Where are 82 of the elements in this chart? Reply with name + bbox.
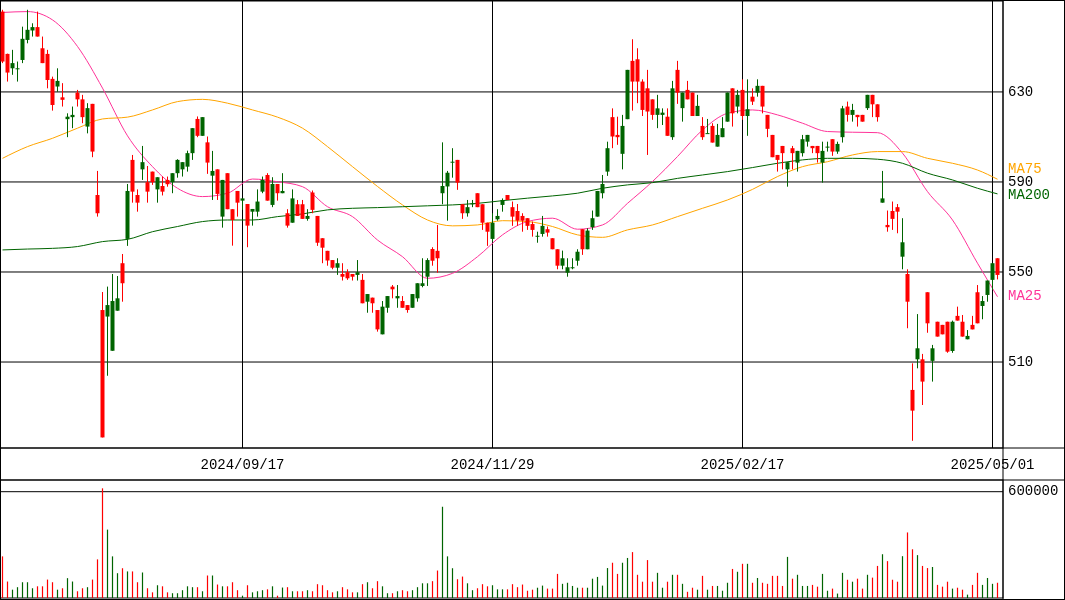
candlestick — [425, 257, 430, 287]
candlestick — [555, 248, 560, 270]
candlestick — [895, 203, 900, 234]
candlestick — [205, 136, 210, 175]
candlestick — [760, 85, 765, 114]
candlestick — [825, 141, 830, 153]
candlestick — [700, 116, 705, 141]
candlestick — [270, 176, 275, 208]
candlestick — [990, 262, 995, 291]
candlestick — [145, 165, 150, 204]
candlestick — [185, 150, 190, 173]
candlestick — [710, 122, 715, 144]
candlestick — [160, 176, 165, 196]
line-series — [2, 11, 998, 298]
candlestick — [300, 199, 305, 220]
x-tick-label: 2024/09/17 — [200, 456, 285, 473]
candlestick — [930, 344, 935, 383]
x-tick-label: 2025/05/01 — [950, 456, 1035, 473]
candlestick — [580, 228, 585, 256]
candlestick — [705, 118, 710, 135]
candlestick — [155, 176, 160, 204]
candlestick — [80, 94, 85, 124]
candlestick — [60, 82, 65, 108]
series-label: MA25 — [1008, 288, 1042, 305]
candlestick — [195, 115, 200, 138]
candlestick — [665, 107, 670, 137]
candlestick — [680, 92, 685, 123]
candlestick — [355, 259, 360, 282]
candlestick — [35, 11, 40, 38]
candlestick — [570, 257, 575, 270]
candlestick — [785, 161, 790, 188]
candlestick — [435, 224, 440, 274]
candlestick — [995, 257, 1000, 280]
candlestick — [230, 208, 235, 247]
candlestick — [120, 253, 125, 303]
candlestick — [980, 295, 985, 320]
candlestick — [255, 188, 260, 218]
candlestick — [245, 203, 250, 248]
candlestick — [915, 313, 920, 369]
y-tick-label: 600000 — [1008, 483, 1059, 500]
candlestick — [10, 49, 15, 76]
candlestick — [745, 78, 750, 137]
candlestick — [55, 67, 60, 93]
candlestick — [540, 215, 545, 238]
candlestick — [490, 212, 495, 243]
x-tick-label: 2024/11/29 — [450, 456, 535, 473]
candlestick — [675, 60, 680, 105]
candlestick — [900, 217, 905, 270]
candlestick — [310, 190, 315, 214]
candlestick — [560, 250, 565, 270]
candlestick — [285, 208, 290, 229]
y-tick-label: 630 — [1008, 83, 1034, 100]
candlestick — [95, 170, 100, 218]
candlestick — [135, 188, 140, 213]
candlestick — [170, 172, 175, 194]
candlestick — [365, 293, 370, 314]
candlestick — [15, 61, 20, 83]
candlestick — [920, 353, 925, 406]
candlestick — [235, 190, 240, 218]
y-tick-label: 510 — [1008, 353, 1034, 370]
candlestick — [605, 141, 610, 177]
candlestick — [445, 170, 450, 222]
candlestick — [360, 273, 365, 304]
candlestick — [880, 170, 885, 204]
line-series — [2, 98, 998, 238]
candlestick — [455, 159, 460, 191]
candlestick — [140, 145, 145, 181]
candlestick — [200, 116, 205, 137]
candlestick — [845, 101, 850, 123]
candlestick — [450, 147, 455, 179]
candlestick — [210, 150, 215, 201]
candlestick — [910, 362, 915, 442]
candlestick — [735, 89, 740, 114]
candlestick — [960, 314, 965, 338]
x-tick-label: 2025/02/17 — [700, 456, 785, 473]
y-tick-label: 550 — [1008, 263, 1034, 280]
candlestick — [535, 231, 540, 244]
candlestick — [85, 102, 90, 134]
candlestick — [790, 145, 795, 170]
candlestick — [375, 309, 380, 333]
candlestick — [590, 210, 595, 231]
candlestick — [635, 47, 640, 104]
